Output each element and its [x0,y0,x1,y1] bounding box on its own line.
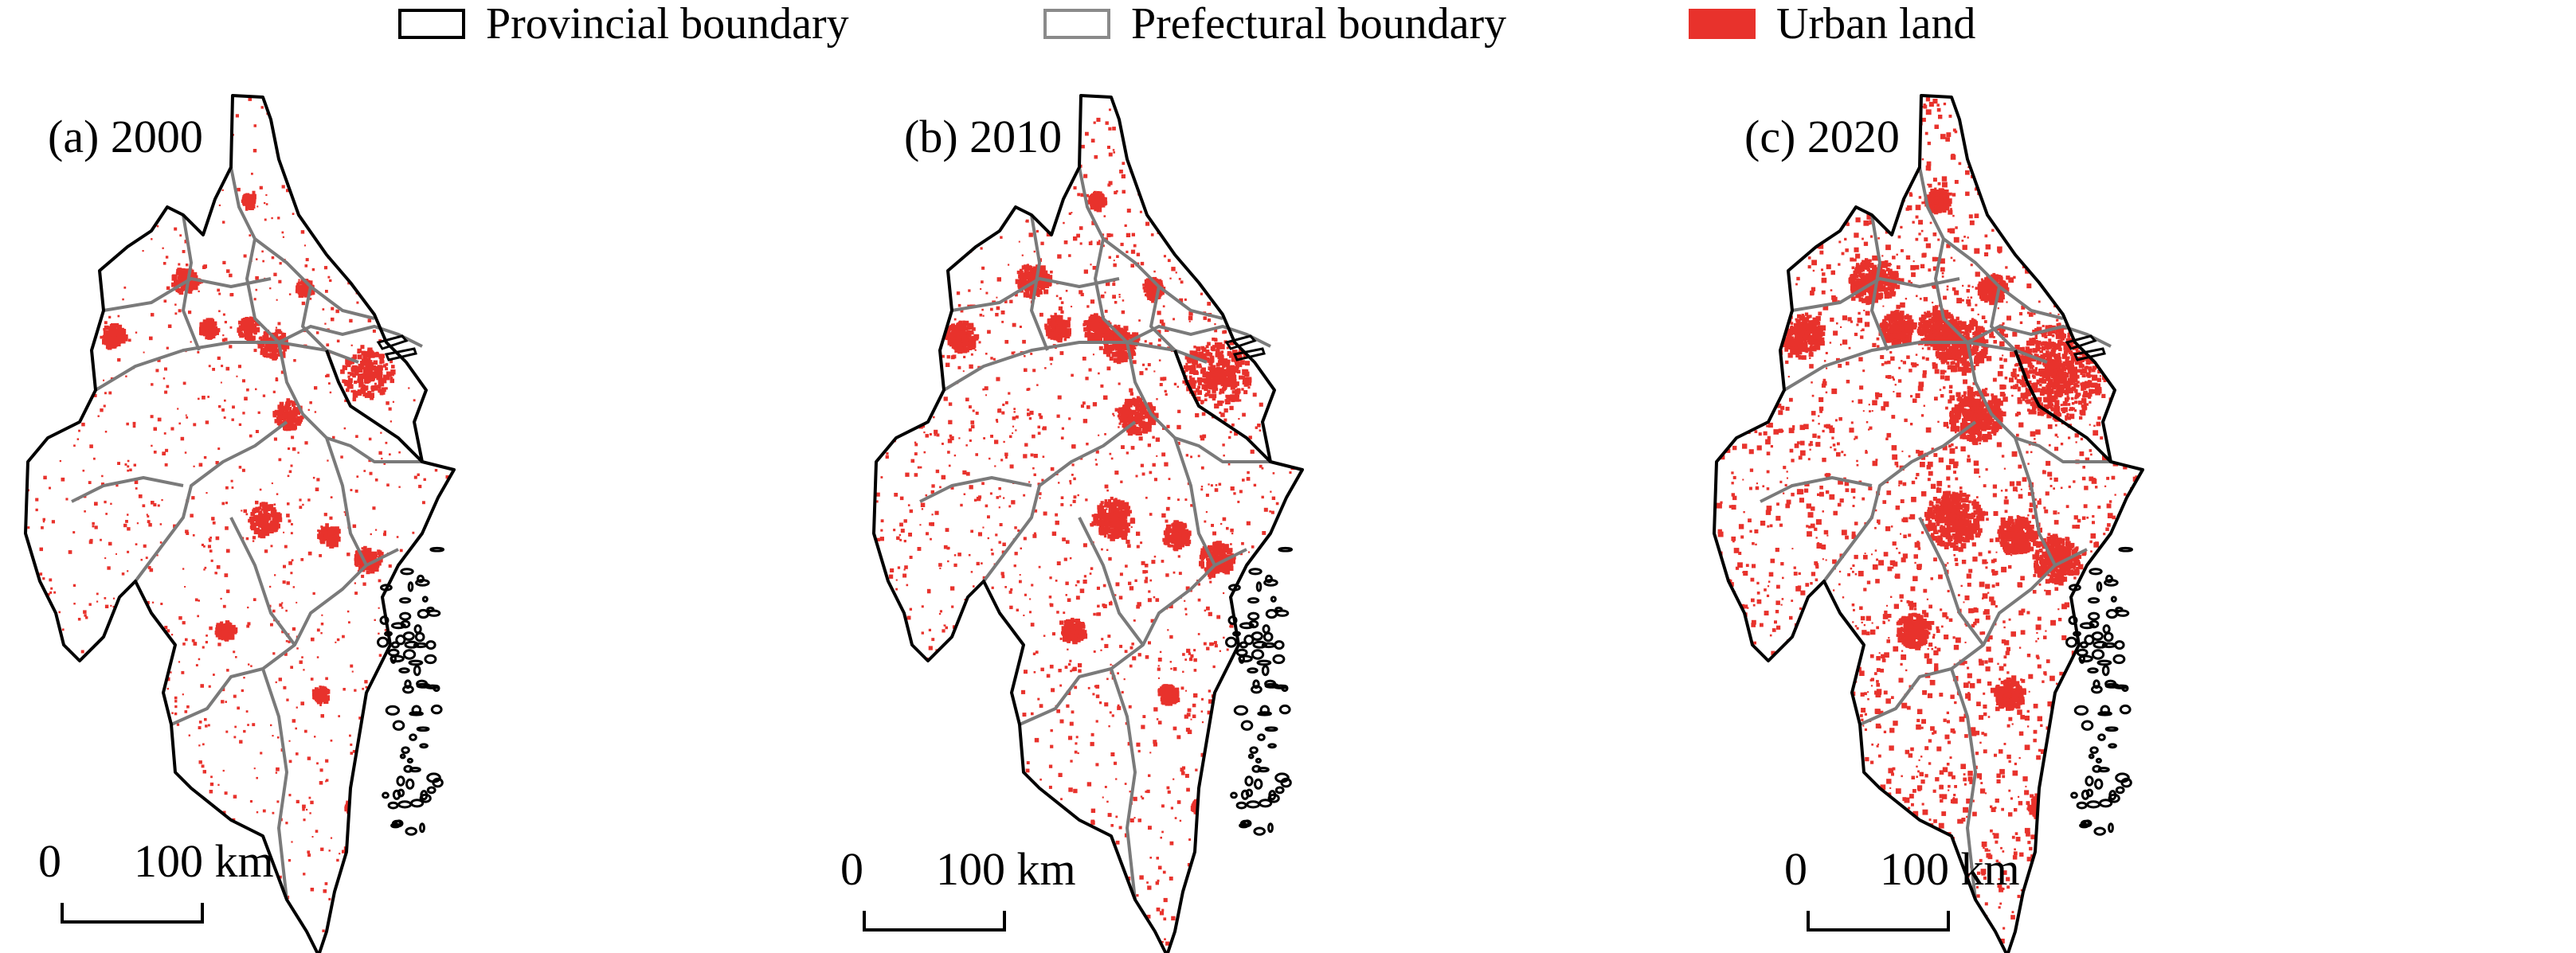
prefectural-boundary [1950,668,1977,900]
scale-line [61,903,204,924]
scale-bar-a: 0 100 km [38,835,274,932]
scale-bar-c: 0 100 km [1784,843,2020,939]
prefectural-boundary [1110,668,1137,900]
scale-zero-label: 0 [840,843,863,895]
prefectural-boundary [325,437,368,566]
panel-title-c: (c) 2020 [1744,111,1900,162]
map-c [1713,94,2144,953]
prefectural-boundary [919,476,1032,503]
scale-line [863,911,1006,932]
legend-swatch-urban [1689,9,1756,39]
prefectural-boundary [1078,517,1145,646]
legend-label-provincial: Provincial boundary [486,0,849,49]
prefectural-boundary [229,517,296,646]
provincial-boundary-inner [325,350,424,463]
map-panel-b: (b) 2010 0 100 km [840,80,1717,953]
prefectural-boundary [1094,238,1129,344]
legend-item-urban: Urban land [1689,0,1975,48]
prefectural-boundary [301,286,328,352]
prefectural-boundary [1791,277,1960,312]
prefectural-boundary [1030,214,1049,351]
legend-swatch-prefectural [1043,9,1110,39]
provincial-boundary-inner [1173,350,1272,463]
legend-item-prefectural: Prefectural boundary [1043,0,1506,48]
map-b [872,94,1304,953]
legend-label-prefectural: Prefectural boundary [1131,0,1507,49]
prefectural-boundary [1149,286,1176,352]
prefectural-boundary [1173,437,1216,566]
map-legend: Provincial boundary Prefectural boundary… [0,0,2576,56]
scale-distance-label: 100 km [134,835,274,887]
offshore-islands [2065,334,2134,836]
prefectural-boundary [1760,476,1873,503]
prefectural-boundary [951,277,1120,312]
prefectural-boundary [229,166,375,320]
legend-item-provincial: Provincial boundary [398,0,849,48]
prefectural-boundary [71,476,184,503]
scale-distance-label: 100 km [936,843,1076,895]
scale-zero-label: 0 [38,835,61,887]
prefectural-boundary [1822,420,1977,583]
map-panel-a: (a) 2000 0 100 km [16,80,868,953]
map-a [24,94,456,953]
prefectural-boundary [1918,517,1985,646]
prefectural-boundary [103,277,272,312]
scale-bar-b: 0 100 km [840,843,1076,939]
prefectural-boundary [245,238,280,344]
prefectural-boundary [182,214,201,351]
offshore-islands [376,334,445,836]
provincial-boundary [1713,94,2144,953]
map-panel-c: (c) 2020 0 100 km [1705,80,2557,953]
scale-zero-label: 0 [1784,843,1807,895]
legend-label-urban: Urban land [1776,0,1976,49]
prefectural-boundary [1870,214,1889,351]
scale-distance-label: 100 km [1880,843,2020,895]
study-area-land [25,96,454,953]
prefectural-boundary [2014,437,2057,566]
study-area-land [874,96,1302,953]
provincial-boundary-inner [2014,350,2112,463]
legend-swatch-provincial [398,9,465,39]
provincial-boundary [872,94,1304,953]
scale-line [1807,911,1950,932]
prefectural-boundary [982,420,1137,583]
prefectural-boundary [134,420,288,583]
prefectural-boundary [1934,238,1969,344]
panel-title-a: (a) 2000 [48,111,203,162]
prefectural-boundary [1918,166,2064,320]
prefectural-boundary [1078,166,1223,320]
provincial-boundary [24,94,456,953]
prefectural-boundary [1990,286,2017,352]
offshore-islands [1224,334,1294,836]
prefectural-boundary [261,668,288,900]
panel-title-b: (b) 2010 [904,111,1063,162]
